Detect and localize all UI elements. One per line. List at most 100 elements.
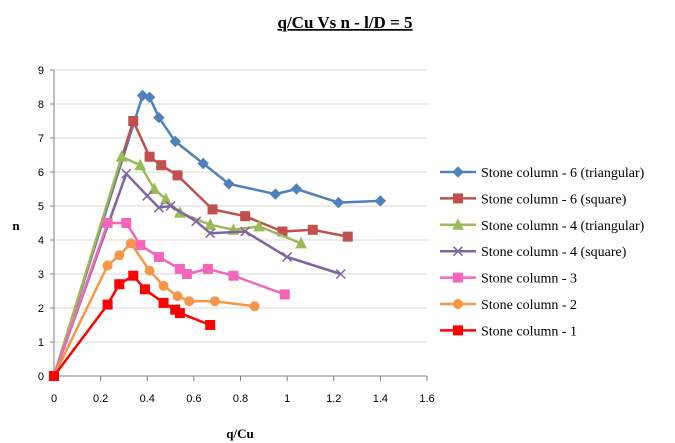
data-point xyxy=(153,202,164,213)
data-point xyxy=(191,216,202,227)
series-line xyxy=(52,172,342,377)
data-point xyxy=(165,200,176,212)
data-point xyxy=(139,284,150,295)
legend-marker xyxy=(452,218,464,230)
series-7 xyxy=(49,270,216,381)
x-tick-label: 0.4 xyxy=(140,393,155,405)
y-tick-label: 0 xyxy=(38,371,44,383)
legend-label: Stone column - 6 (square) xyxy=(481,192,627,207)
y-tick-label: 5 xyxy=(38,201,44,213)
legend-entry: Stone column - 6 (square) xyxy=(440,192,627,207)
data-point xyxy=(374,195,387,207)
axes xyxy=(50,69,428,381)
data-point xyxy=(102,218,113,228)
y-tick-label: 9 xyxy=(38,65,44,77)
data-point xyxy=(342,231,353,242)
legend-entry: Stone column - 6 (triangular) xyxy=(440,166,645,181)
data-point xyxy=(174,263,185,274)
data-point xyxy=(121,168,132,179)
data-point xyxy=(197,157,209,170)
data-point xyxy=(279,289,290,300)
data-point xyxy=(249,301,260,312)
data-point xyxy=(114,279,125,290)
data-point xyxy=(128,270,139,281)
legend: Stone column - 6 (triangular) Stone colum… xyxy=(440,166,645,339)
y-tick-label: 8 xyxy=(38,99,44,111)
legend-label: Stone column - 3 xyxy=(481,272,577,287)
data-point xyxy=(204,218,217,230)
data-point xyxy=(269,188,282,200)
x-tick-label: 0.6 xyxy=(186,393,201,405)
data-point xyxy=(49,371,59,381)
data-point xyxy=(228,270,239,281)
data-point xyxy=(153,252,164,262)
legend-label: Stone column - 4 (triangular) xyxy=(481,219,645,234)
series-1 xyxy=(48,89,387,382)
data-point xyxy=(223,178,235,190)
y-tick-label: 2 xyxy=(38,303,44,315)
data-point xyxy=(160,192,172,205)
series-2 xyxy=(49,116,353,381)
data-point xyxy=(142,190,153,201)
data-point xyxy=(156,160,167,171)
data-point xyxy=(148,182,161,194)
series-line xyxy=(52,242,255,377)
legend-label: Stone column - 2 xyxy=(481,298,577,313)
data-point xyxy=(115,150,128,162)
data-point xyxy=(143,91,156,103)
data-point xyxy=(135,240,146,251)
y-tick-label: 4 xyxy=(38,235,44,247)
data-point xyxy=(174,308,185,319)
data-point xyxy=(144,151,155,162)
y-tick-label: 6 xyxy=(38,167,44,179)
data-point xyxy=(128,116,139,126)
x-tick-label: 1.2 xyxy=(326,393,341,405)
legend-marker xyxy=(452,246,464,257)
data-point xyxy=(184,296,195,307)
y-tick-label: 1 xyxy=(38,337,44,349)
data-point xyxy=(134,158,147,171)
series-lines xyxy=(48,89,387,382)
x-axis-title: q/Cu xyxy=(226,426,253,441)
data-point xyxy=(158,297,169,308)
data-point xyxy=(205,228,216,239)
y-tick-label: 3 xyxy=(38,269,44,281)
y-axis-title: n xyxy=(12,218,20,233)
legend-label: Stone column - 1 xyxy=(481,324,577,339)
data-point xyxy=(158,280,169,291)
data-point xyxy=(207,204,218,215)
data-point xyxy=(172,291,183,302)
legend-entry: Stone column - 3 xyxy=(440,272,577,287)
data-point xyxy=(153,111,165,124)
data-point xyxy=(172,170,183,181)
series-5 xyxy=(49,218,290,381)
x-tick-label: 1.4 xyxy=(373,393,388,405)
data-point xyxy=(307,224,318,235)
data-point xyxy=(169,135,181,148)
x-tick-label: 0 xyxy=(51,393,57,405)
data-point xyxy=(114,250,125,261)
tick-labels: 0 1 2 3 4 5 6 7 8 9 0 0.2 0.4 0.6 0.8 1 1.2 1.4 1.6 xyxy=(38,65,435,405)
series-4 xyxy=(48,168,346,382)
data-point xyxy=(205,320,216,330)
legend-entry: Stone column - 1 xyxy=(440,324,577,339)
data-point xyxy=(102,299,113,310)
data-point xyxy=(125,238,136,249)
data-point xyxy=(144,265,155,276)
data-point xyxy=(209,296,220,307)
data-point xyxy=(102,260,113,271)
series-line xyxy=(52,119,348,377)
y-tick-label: 7 xyxy=(38,133,44,145)
legend-entry: Stone column - 4 (square) xyxy=(440,245,627,260)
legend-marker xyxy=(452,166,464,178)
data-point xyxy=(290,183,303,195)
legend-marker xyxy=(453,299,463,309)
series-line xyxy=(52,221,286,377)
data-point xyxy=(332,196,345,209)
data-point xyxy=(181,269,192,279)
x-tick-label: 0.2 xyxy=(93,393,108,405)
legend-entry: Stone column - 4 (triangular) xyxy=(440,218,645,234)
legend-marker xyxy=(453,325,463,336)
data-point xyxy=(335,268,346,280)
